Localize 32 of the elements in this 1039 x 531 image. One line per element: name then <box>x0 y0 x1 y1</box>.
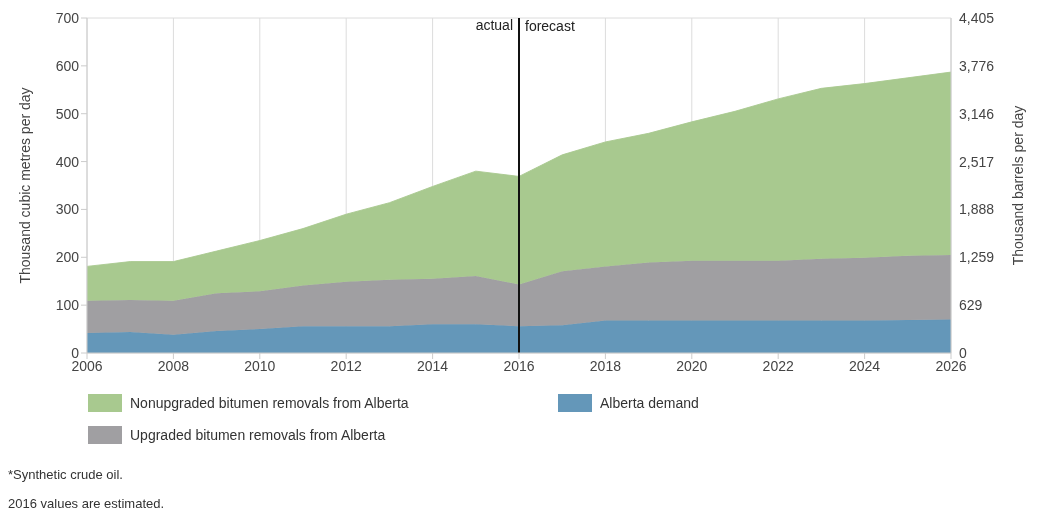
y-tick-label: 100 <box>55 297 80 314</box>
x-tick-label: 2014 <box>417 357 449 374</box>
y2-tick-label: 629 <box>959 297 983 314</box>
x-tick-label: 2008 <box>157 357 190 374</box>
legend-label: Alberta demand <box>600 395 699 411</box>
ref-line-label: actual <box>475 16 513 33</box>
y2-tick-label: 1,888 <box>959 201 995 218</box>
y-tick-label: 600 <box>55 57 80 74</box>
text: 2016 values are estimated. <box>8 496 166 511</box>
y2-tick-label: 3,146 <box>959 105 995 122</box>
y2-axis-title: Thousand barrels per day <box>1009 105 1026 266</box>
x-tick-label: 2024 <box>849 357 881 374</box>
y-axis-title: Thousand cubic metres per day <box>16 87 33 284</box>
y2-tick-label: 1,259 <box>959 249 995 266</box>
y2-tick-label: 3,776 <box>959 57 995 74</box>
y-tick-label: 500 <box>55 105 80 122</box>
legend-label: Nonupgraded bitumen removals from Alberta <box>130 395 409 411</box>
x-tick-label: 2012 <box>330 357 362 374</box>
x-tick-label: 2022 <box>762 357 794 374</box>
y-tick-label: 200 <box>55 249 80 266</box>
annotation: forecast <box>525 17 575 34</box>
text: *Synthetic crude oil. <box>8 467 124 482</box>
x-tick-label: 2020 <box>676 357 708 374</box>
y-tick-label: 300 <box>55 201 80 218</box>
x-tick-label: 2010 <box>244 357 276 374</box>
y-tick-label: 400 <box>55 153 80 170</box>
y2-tick-label: 4,405 <box>959 9 995 26</box>
y-tick-label: 700 <box>55 9 80 26</box>
x-tick-label: 2016 <box>503 357 535 374</box>
x-tick-label: 2018 <box>589 357 622 374</box>
y2-tick-label: 2,517 <box>959 153 995 170</box>
legend-label: Upgraded bitumen removals from Alberta <box>130 427 386 443</box>
